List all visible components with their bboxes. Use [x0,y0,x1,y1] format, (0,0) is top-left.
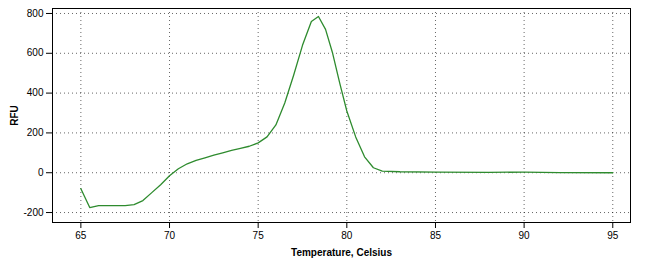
svg-text:Temperature, Celsius: Temperature, Celsius [291,247,392,258]
svg-text:95: 95 [607,230,619,241]
svg-text:-200: -200 [23,207,43,218]
svg-text:90: 90 [519,230,531,241]
svg-text:80: 80 [341,230,353,241]
svg-text:85: 85 [430,230,442,241]
svg-text:600: 600 [27,47,44,58]
svg-text:RFU: RFU [9,105,20,126]
svg-text:200: 200 [27,127,44,138]
svg-text:0: 0 [38,167,44,178]
svg-text:400: 400 [27,87,44,98]
svg-text:800: 800 [27,8,44,19]
svg-text:70: 70 [164,230,176,241]
svg-text:65: 65 [75,230,87,241]
svg-text:75: 75 [253,230,265,241]
